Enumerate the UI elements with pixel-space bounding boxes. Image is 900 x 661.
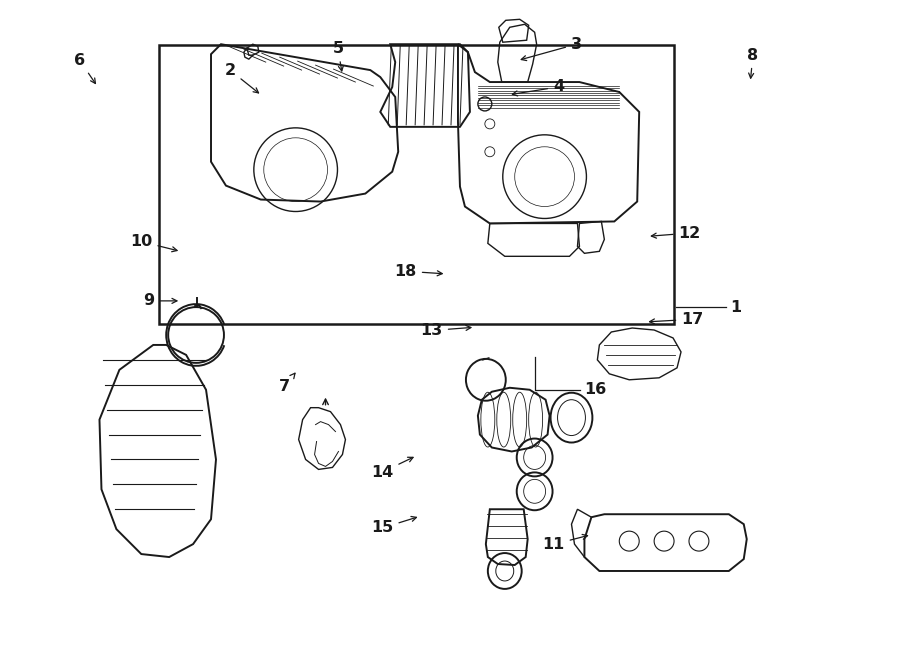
Text: 2: 2 — [225, 63, 258, 93]
Text: 16: 16 — [584, 382, 607, 397]
Text: 14: 14 — [372, 457, 413, 479]
Text: 11: 11 — [543, 535, 588, 552]
Text: 10: 10 — [130, 234, 177, 252]
Text: 18: 18 — [394, 264, 442, 279]
Text: 4: 4 — [512, 79, 564, 96]
Text: 17: 17 — [650, 312, 704, 327]
Text: 12: 12 — [652, 225, 701, 241]
Text: 9: 9 — [143, 293, 177, 309]
Text: 7: 7 — [279, 373, 295, 394]
Text: 15: 15 — [372, 516, 417, 535]
Text: 8: 8 — [747, 48, 759, 78]
Text: 3: 3 — [521, 36, 582, 61]
Text: 1: 1 — [730, 300, 741, 315]
Text: 5: 5 — [332, 41, 344, 71]
Text: 13: 13 — [420, 323, 471, 338]
Text: 6: 6 — [75, 53, 95, 83]
Bar — [159, 45, 674, 324]
